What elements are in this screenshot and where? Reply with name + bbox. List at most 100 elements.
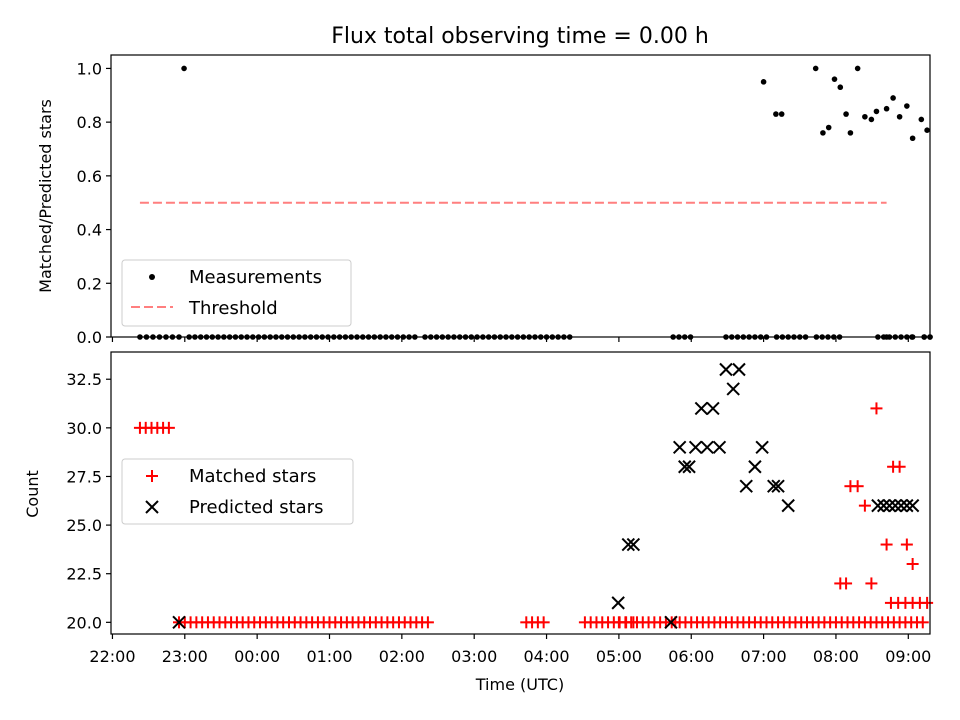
- predicted-star-point: [678, 460, 692, 474]
- bottom-panel: Count Time (UTC): [23, 351, 934, 694]
- predicted-star-point: [781, 498, 795, 513]
- matched-star-point: [870, 402, 883, 415]
- axes-ticks: 0.0 0.2 0.4 0.6 0.8 1.0 20.0 22.5 25.0 27.5 30.0 32…: [66, 59, 931, 666]
- legend-measurements-marker: [149, 274, 155, 280]
- bottom-legend: Matched stars Predicted stars: [121, 458, 354, 525]
- measurement-point: [904, 103, 910, 109]
- top-ytick-label: 1.0: [77, 59, 102, 78]
- measurement-point: [847, 130, 854, 136]
- predicted-star-point: [871, 498, 885, 513]
- predicted-star-point: [900, 498, 914, 513]
- predicted-star-point: [611, 596, 625, 610]
- legend-threshold-label: Threshold: [188, 298, 278, 319]
- top-ytick-label: 0.0: [77, 328, 102, 347]
- predicted-star-point: [700, 440, 714, 455]
- predicted-star-point: [621, 537, 636, 552]
- measurement-point: [890, 95, 896, 101]
- predicted-star-point: [706, 401, 720, 416]
- matched-star-point: [612, 616, 625, 629]
- bottom-ytick-label: 20.0: [66, 613, 102, 632]
- predicted-star-point: [712, 440, 727, 455]
- measurement-point: [181, 65, 187, 72]
- measurement-point: [854, 65, 861, 72]
- predicted-star-point: [172, 615, 186, 630]
- predicted-star-point: [905, 498, 920, 513]
- matched-star-point: [880, 538, 893, 551]
- measurement-point: [873, 108, 880, 115]
- top-chart-title: Flux total observing time = 0.00 h: [331, 24, 709, 49]
- predicted-star-point: [688, 440, 703, 455]
- matched-star-point: [916, 616, 929, 629]
- bottom-xtick-label: 00:00: [234, 647, 280, 666]
- measurement-point: [825, 124, 832, 131]
- predicted-star-point: [767, 479, 781, 493]
- predicted-star-point: [672, 440, 687, 455]
- measurement-point: [924, 127, 930, 133]
- matched-star-point: [421, 616, 434, 629]
- bottom-xtick-label: 07:00: [741, 647, 787, 666]
- predicted-star-point: [664, 615, 678, 630]
- top-ytick-label: 0.6: [77, 167, 102, 186]
- top-ytick-label: 0.8: [77, 113, 102, 132]
- legend-measurements-label: Measurements: [189, 267, 322, 288]
- bottom-y-axis-label: Count: [23, 470, 42, 518]
- legend-matched-label: Matched stars: [189, 466, 316, 487]
- legend-predicted-marker: [145, 500, 159, 514]
- top-ytick-label: 0.2: [77, 274, 102, 293]
- top-ytick-label: 0.4: [77, 221, 102, 240]
- measurement-point: [883, 105, 890, 112]
- bottom-xtick-label: 06:00: [668, 647, 714, 666]
- bottom-xtick-label: 05:00: [596, 647, 642, 666]
- top-legend: Measurements Threshold: [121, 259, 352, 327]
- bottom-ytick-label: 30.0: [66, 419, 102, 438]
- predicted-star-point: [694, 401, 709, 416]
- predicted-star-point: [726, 382, 740, 396]
- measurement-point: [773, 111, 779, 117]
- predicted-star-point: [682, 460, 696, 474]
- bottom-x-axis-label: Time (UTC): [475, 675, 564, 694]
- matched-star-point: [851, 480, 864, 493]
- measurement-point: [862, 113, 868, 120]
- bottom-plot-frame: [110, 351, 931, 635]
- measurement-point: [896, 113, 903, 120]
- bottom-plot-area: [133, 362, 934, 630]
- predicted-star-point: [739, 479, 753, 493]
- matched-star-point: [162, 421, 175, 434]
- bottom-xtick-label: 08:00: [813, 647, 859, 666]
- measurement-point: [837, 84, 844, 91]
- measurement-point: [868, 116, 875, 123]
- top-plot-frame: [110, 54, 931, 338]
- legend-predicted-label: Predicted stars: [189, 497, 323, 518]
- bottom-xtick-label: 03:00: [451, 647, 497, 666]
- legend-matched-marker: [146, 470, 158, 482]
- bottom-xtick-label: 09:00: [885, 647, 931, 666]
- predicted-star-point: [876, 498, 891, 513]
- predicted-star-point: [719, 362, 733, 377]
- measurement-point: [812, 65, 819, 72]
- matched-star-point: [893, 460, 906, 473]
- predicted-star-point: [732, 362, 746, 377]
- predicted-star-point: [894, 498, 908, 513]
- measurement-point: [778, 111, 785, 117]
- measurement-point: [831, 76, 838, 82]
- matched-star-point: [537, 616, 550, 629]
- predicted-star-point: [882, 498, 897, 513]
- bottom-ytick-label: 22.5: [66, 565, 102, 584]
- matched-star-point: [627, 616, 640, 629]
- top-panel: Flux total observing time = 0.00 h Match…: [36, 24, 933, 340]
- predicted-star-point: [626, 537, 641, 552]
- bottom-xtick-label: 01:00: [306, 647, 352, 666]
- measurement-point: [760, 79, 767, 85]
- predicted-star-point: [771, 479, 785, 493]
- bottom-ytick-label: 27.5: [66, 467, 102, 486]
- matched-star-point: [906, 557, 919, 570]
- bottom-ytick-label: 32.5: [66, 370, 102, 389]
- bottom-xtick-label: 22:00: [89, 647, 135, 666]
- matched-star-point: [858, 499, 871, 512]
- bottom-xtick-label: 02:00: [379, 647, 425, 666]
- predicted-star-point: [755, 440, 769, 455]
- bottom-ytick-label: 25.0: [66, 516, 102, 535]
- measurement-point: [918, 116, 925, 123]
- measurement-point: [909, 135, 916, 142]
